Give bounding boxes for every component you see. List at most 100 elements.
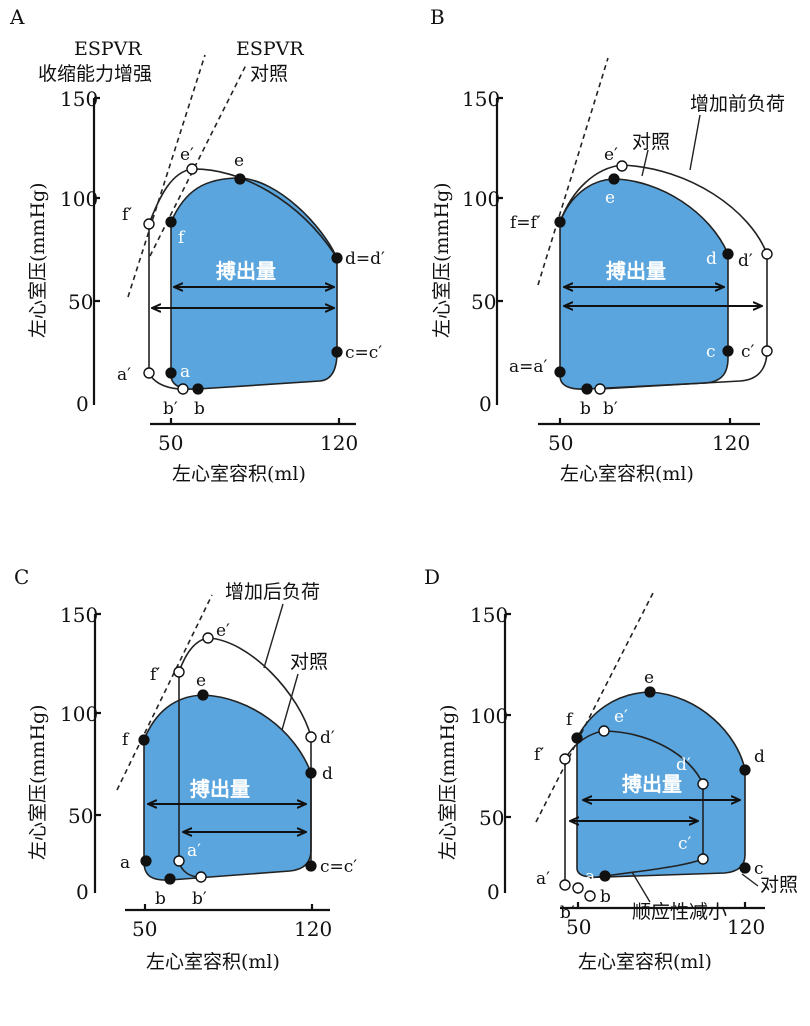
label-c-prime: c′	[741, 342, 755, 362]
panel-b: B 150 100 50 0 50 120 左心室容积(ml) 左心室压(mmH…	[430, 5, 785, 485]
point-b-prime	[195, 871, 207, 883]
label-d: d=d′	[345, 249, 385, 269]
x-tick-120: 120	[320, 431, 358, 455]
x-ticks	[143, 904, 314, 910]
y-ticks	[94, 96, 100, 303]
label-f: f	[566, 710, 574, 730]
y-axis-label: 左心室压(mmHg)	[27, 182, 49, 338]
y-tick-50: 50	[479, 806, 504, 830]
point-e	[197, 689, 209, 701]
label-b-prime: b′	[192, 889, 207, 909]
x-ticks	[558, 418, 732, 424]
x-tick-120: 120	[294, 917, 332, 941]
label-e-prime: e′	[604, 145, 618, 165]
decreased-compliance-label: 顺应性减小	[632, 901, 727, 923]
control-label: 对照	[250, 63, 288, 85]
y-tick-0: 0	[479, 392, 492, 416]
label-e-prime: e′	[614, 707, 628, 727]
x-axis-label: 左心室容积(ml)	[578, 951, 712, 973]
decreased-compliance-loop	[564, 730, 704, 885]
point-b	[581, 383, 593, 395]
point-b-prime	[594, 383, 606, 395]
y-ticks	[505, 612, 511, 819]
stroke-volume-label: 搏出量	[216, 259, 276, 283]
label-c: c	[706, 342, 716, 362]
label-d-prime: d′	[738, 251, 753, 271]
point-f-prime	[559, 753, 571, 765]
espvr-line	[535, 592, 654, 823]
label-b: b	[600, 887, 611, 907]
label-e-prime: e′	[180, 145, 194, 165]
afterload-leader	[263, 603, 284, 669]
point-d	[739, 764, 751, 776]
point-f	[138, 734, 150, 746]
y-tick-0: 0	[487, 880, 500, 904]
x-tick-120: 120	[727, 915, 765, 939]
y-tick-0: 0	[76, 880, 89, 904]
point-e	[644, 686, 656, 698]
point-f-prime	[173, 666, 185, 678]
point-c	[722, 345, 734, 357]
point-d-prime	[305, 731, 317, 743]
label-b-prime: b′	[603, 399, 618, 419]
point-a-prime	[143, 367, 155, 379]
espvr-label-2: ESPVR	[236, 38, 304, 60]
x-axis-label: 左心室容积(ml)	[172, 463, 306, 485]
y-tick-50: 50	[68, 290, 93, 314]
label-f: f	[122, 730, 130, 750]
label-a: a=a′	[509, 357, 548, 377]
point-e-prime	[186, 163, 198, 175]
label-f: f=f′	[510, 213, 541, 233]
y-tick-150: 150	[470, 603, 508, 627]
label-e-prime: e′	[216, 621, 230, 641]
stroke-volume-label: 搏出量	[606, 259, 666, 283]
panel-c: C 150 100 50 0 50 120 左心室容积(ml) 左心室压(mmH…	[14, 565, 357, 973]
panel-letter: D	[424, 565, 440, 589]
control-leader	[741, 873, 759, 887]
control-loop	[559, 178, 729, 390]
compliance-leader	[631, 871, 651, 903]
point-a	[572, 882, 584, 894]
control-label: 对照	[760, 874, 798, 896]
label-a: a	[585, 867, 595, 887]
point-e	[608, 173, 620, 185]
espvr-enhanced-line	[127, 54, 206, 298]
panel-letter: A	[9, 5, 25, 29]
label-d: d	[322, 764, 333, 784]
label-d: d	[706, 249, 717, 269]
y-ticks	[95, 612, 101, 817]
point-c	[739, 862, 751, 874]
label-f-prime: f′	[122, 205, 132, 225]
control-label: 对照	[290, 651, 328, 673]
y-tick-150: 150	[60, 87, 98, 111]
x-axis-label: 左心室容积(ml)	[146, 951, 280, 973]
label-e: e	[605, 188, 615, 208]
x-tick-50: 50	[548, 431, 573, 455]
point-c	[305, 860, 317, 872]
point-a	[554, 366, 566, 378]
label-a-prime: a′	[187, 841, 201, 861]
point-c	[331, 346, 343, 358]
x-ticks	[576, 902, 747, 908]
y-tick-50: 50	[68, 804, 93, 828]
panel-letter: C	[14, 565, 29, 589]
point-e-prime	[202, 632, 214, 644]
x-ticks	[169, 418, 341, 424]
y-tick-50: 50	[471, 290, 496, 314]
y-tick-100: 100	[470, 704, 508, 728]
espvr-line	[116, 594, 213, 791]
control-loop	[170, 177, 338, 390]
increased-preload-loop	[559, 164, 768, 390]
label-c: c=c′	[320, 857, 357, 877]
point-c-prime	[697, 853, 709, 865]
control-leader	[641, 149, 649, 177]
label-b-prime: b′	[560, 903, 575, 923]
point-d-prime	[697, 778, 709, 790]
point-e-prime	[598, 725, 610, 737]
point-d	[331, 252, 343, 264]
point-e-prime	[616, 160, 628, 172]
panel-d: D 150 100 50 0 50 120 左心室容积(ml) 左心室压(mmH…	[424, 565, 798, 973]
label-a-prime: a′	[536, 869, 550, 889]
label-a: a	[120, 853, 130, 873]
point-d	[722, 248, 734, 260]
